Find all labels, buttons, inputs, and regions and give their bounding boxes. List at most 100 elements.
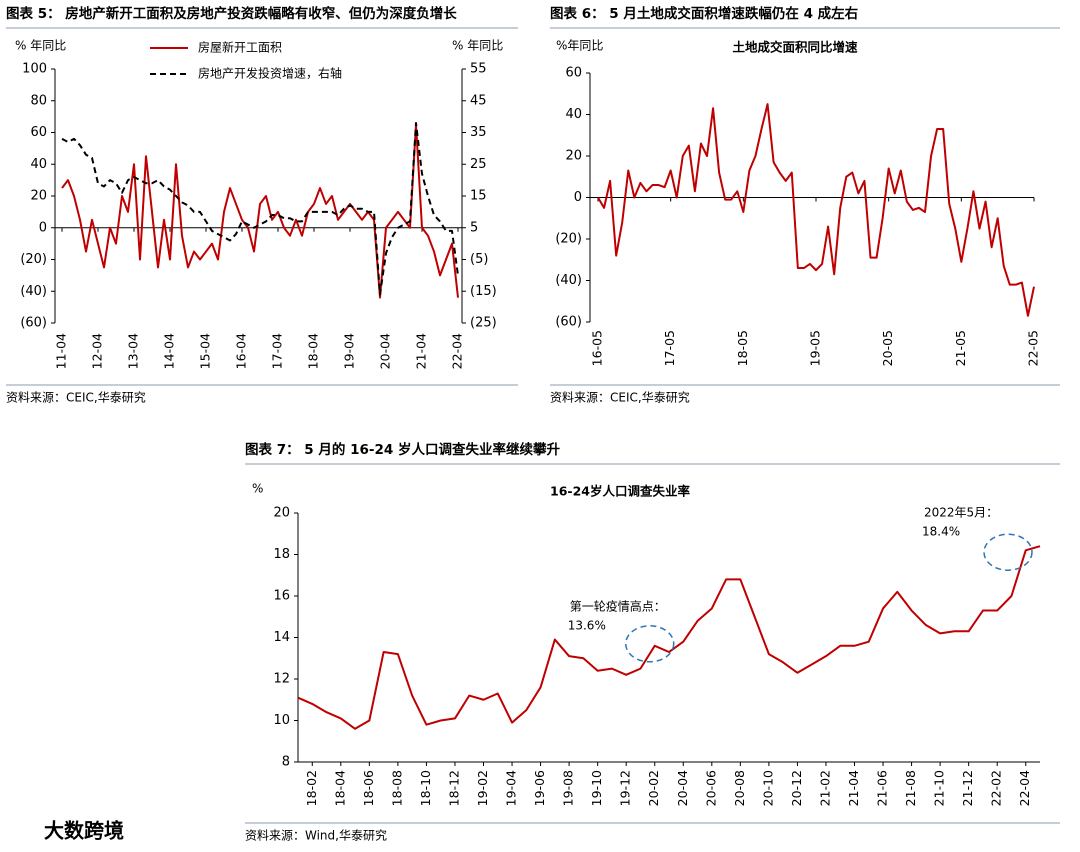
y2-tick-label: 35 (470, 125, 487, 140)
y-tick-label: 100 (22, 62, 47, 77)
source-note: 资料来源：CEIC,华泰研究 (550, 390, 690, 405)
x-tick-label: 18-06 (361, 770, 376, 806)
x-tick-label: 20-06 (703, 770, 718, 806)
y-tick-label: 12 (273, 672, 290, 687)
y2-axis-label: % 年同比 (452, 39, 503, 53)
x-tick-label: 19-05 (808, 330, 823, 366)
y-tick-label: 14 (273, 630, 290, 645)
x-tick-label: 18-02 (304, 770, 319, 806)
highlight-ellipse (624, 625, 675, 663)
y2-tick-label: 55 (470, 62, 487, 77)
legend-label: 房地产开发投资增速，右轴 (198, 66, 342, 81)
legend-label: 房屋新开工面积 (198, 40, 282, 55)
y-tick-label: 0 (39, 220, 47, 235)
x-tick-label: 20-05 (880, 330, 895, 366)
y-tick-label: 40 (30, 157, 47, 172)
figure-title: 图表 5： 房地产新开工面积及房地产投资跌幅略有收窄、但仍为深度负增长 (6, 5, 457, 22)
y-tick-label: 60 (30, 125, 47, 140)
x-tick-label: 20-04 (675, 770, 690, 806)
y2-tick-label: (5) (470, 252, 488, 267)
y-tick-label: 60 (565, 66, 582, 81)
y2-tick-label: (25) (470, 316, 497, 331)
value-label: 13.6% (568, 618, 606, 632)
x-tick-label: 18-04 (306, 333, 321, 369)
series-line (61, 123, 459, 299)
x-tick-label: 18-04 (332, 770, 347, 806)
figure-title: 图表 7： 5 月的 16-24 岁人口调查失业率继续攀升 (245, 441, 560, 458)
y2-tick-label: 5 (470, 220, 478, 235)
y2-tick-label: (15) (470, 284, 497, 299)
x-tick-label: 19-02 (475, 770, 490, 806)
y-axis-label: % 年同比 (15, 39, 66, 53)
x-tick-label: 12-04 (90, 333, 105, 369)
y2-tick-label: 45 (470, 93, 487, 108)
x-tick-label: 17-05 (662, 330, 677, 366)
x-tick-label: 16-04 (234, 333, 249, 369)
x-tick-label: 21-04 (414, 333, 429, 369)
x-tick-label: 19-10 (589, 770, 604, 806)
y2-tick-label: 15 (470, 189, 487, 204)
x-tick-label: 22-04 (450, 333, 465, 369)
y-tick-label: 80 (30, 93, 47, 108)
x-tick-label: 18-08 (389, 770, 404, 806)
annotation: 2022年5月： (924, 506, 998, 520)
annotation: 第一轮疫情高点： (570, 598, 666, 613)
y-tick-label: 20 (273, 506, 290, 521)
y-tick-label: 8 (282, 755, 290, 770)
x-tick-label: 22-05 (1026, 330, 1041, 366)
x-tick-label: 20-04 (378, 333, 393, 369)
y-axis-label: % (252, 482, 263, 496)
y-tick-label: 0 (574, 190, 582, 205)
y-tick-label: 20 (565, 149, 582, 164)
chart-subtitle: 土地成交面积同比增速 (732, 40, 858, 55)
y-axis-label: %年同比 (556, 39, 603, 53)
x-tick-label: 13-04 (126, 333, 141, 369)
watermark: 大数跨境 (44, 819, 124, 843)
x-tick-label: 19-08 (561, 770, 576, 806)
x-tick-label: 20-12 (789, 770, 804, 806)
value-label: 18.4% (922, 525, 960, 539)
y-tick-label: 10 (273, 713, 290, 728)
x-tick-label: 18-12 (446, 770, 461, 806)
chart-subtitle: 16-24岁人口调查失业率 (550, 484, 690, 499)
series-line (61, 121, 459, 296)
highlight-ellipse (983, 533, 1033, 571)
x-tick-label: 22-02 (989, 770, 1004, 806)
series-line (597, 103, 1035, 317)
x-tick-label: 20-02 (646, 770, 661, 806)
figure-title: 图表 6： 5 月土地成交面积增速跌幅仍在 4 成左右 (550, 5, 858, 22)
y-tick-label: (20) (20, 252, 47, 267)
x-tick-label: 21-12 (960, 770, 975, 806)
x-tick-label: 21-02 (817, 770, 832, 806)
y-tick-label: 16 (273, 589, 290, 604)
source-note: 资料来源：CEIC,华泰研究 (6, 390, 146, 405)
x-tick-label: 21-08 (903, 770, 918, 806)
x-tick-label: 17-04 (270, 333, 285, 369)
y-tick-label: (40) (555, 273, 582, 288)
x-tick-label: 19-04 (342, 333, 357, 369)
y-tick-label: 40 (565, 107, 582, 122)
x-tick-label: 19-04 (504, 770, 519, 806)
y-tick-label: 20 (30, 189, 47, 204)
source-note: 资料来源：Wind,华泰研究 (245, 828, 387, 843)
x-tick-label: 20-08 (732, 770, 747, 806)
x-tick-label: 18-10 (418, 770, 433, 806)
series-line (297, 545, 1041, 730)
y-tick-label: (60) (20, 316, 47, 331)
y-tick-label: 18 (273, 547, 290, 562)
x-tick-label: 19-12 (618, 770, 633, 806)
x-tick-label: 21-04 (846, 770, 861, 806)
x-tick-label: 16-05 (590, 330, 605, 366)
y-tick-label: (60) (555, 315, 582, 330)
x-tick-label: 19-06 (532, 770, 547, 806)
x-tick-label: 14-04 (162, 333, 177, 369)
x-tick-label: 22-04 (1017, 770, 1032, 806)
y-tick-label: (40) (20, 284, 47, 299)
x-tick-label: 21-10 (932, 770, 947, 806)
x-tick-label: 21-06 (875, 770, 890, 806)
x-tick-label: 21-05 (953, 330, 968, 366)
x-tick-label: 11-04 (54, 333, 69, 369)
x-tick-label: 20-10 (760, 770, 775, 806)
